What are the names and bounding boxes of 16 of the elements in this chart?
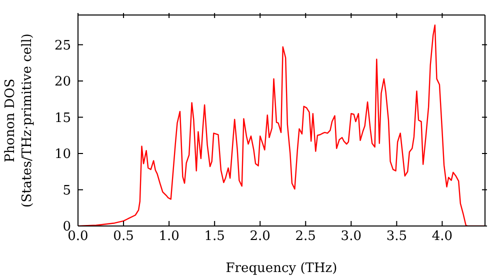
x-tick-label: 0.5 <box>113 229 134 244</box>
x-tick-label: 0.0 <box>68 229 88 244</box>
x-tick-label: 1.0 <box>158 229 180 244</box>
x-tick-label: 2.0 <box>250 229 270 244</box>
x-tick-label: 4.0 <box>432 229 453 244</box>
y-tick-label: 5 <box>62 183 71 198</box>
x-tick-label: 1.5 <box>204 229 225 244</box>
x-tick-label: 2.5 <box>295 229 316 244</box>
y-tick-label: 20 <box>54 74 71 90</box>
x-axis-title: Frequency (THz) <box>226 261 338 276</box>
x-tick-label: 3.5 <box>386 229 408 244</box>
y-tick-label: 25 <box>54 38 71 54</box>
y-tick-label: 15 <box>54 110 71 126</box>
x-tick-label: 3.0 <box>340 229 362 244</box>
y-axis-title: Phonon DOS (States/THz·primitive cell) <box>3 33 35 208</box>
y-tick-label: 10 <box>54 147 71 162</box>
